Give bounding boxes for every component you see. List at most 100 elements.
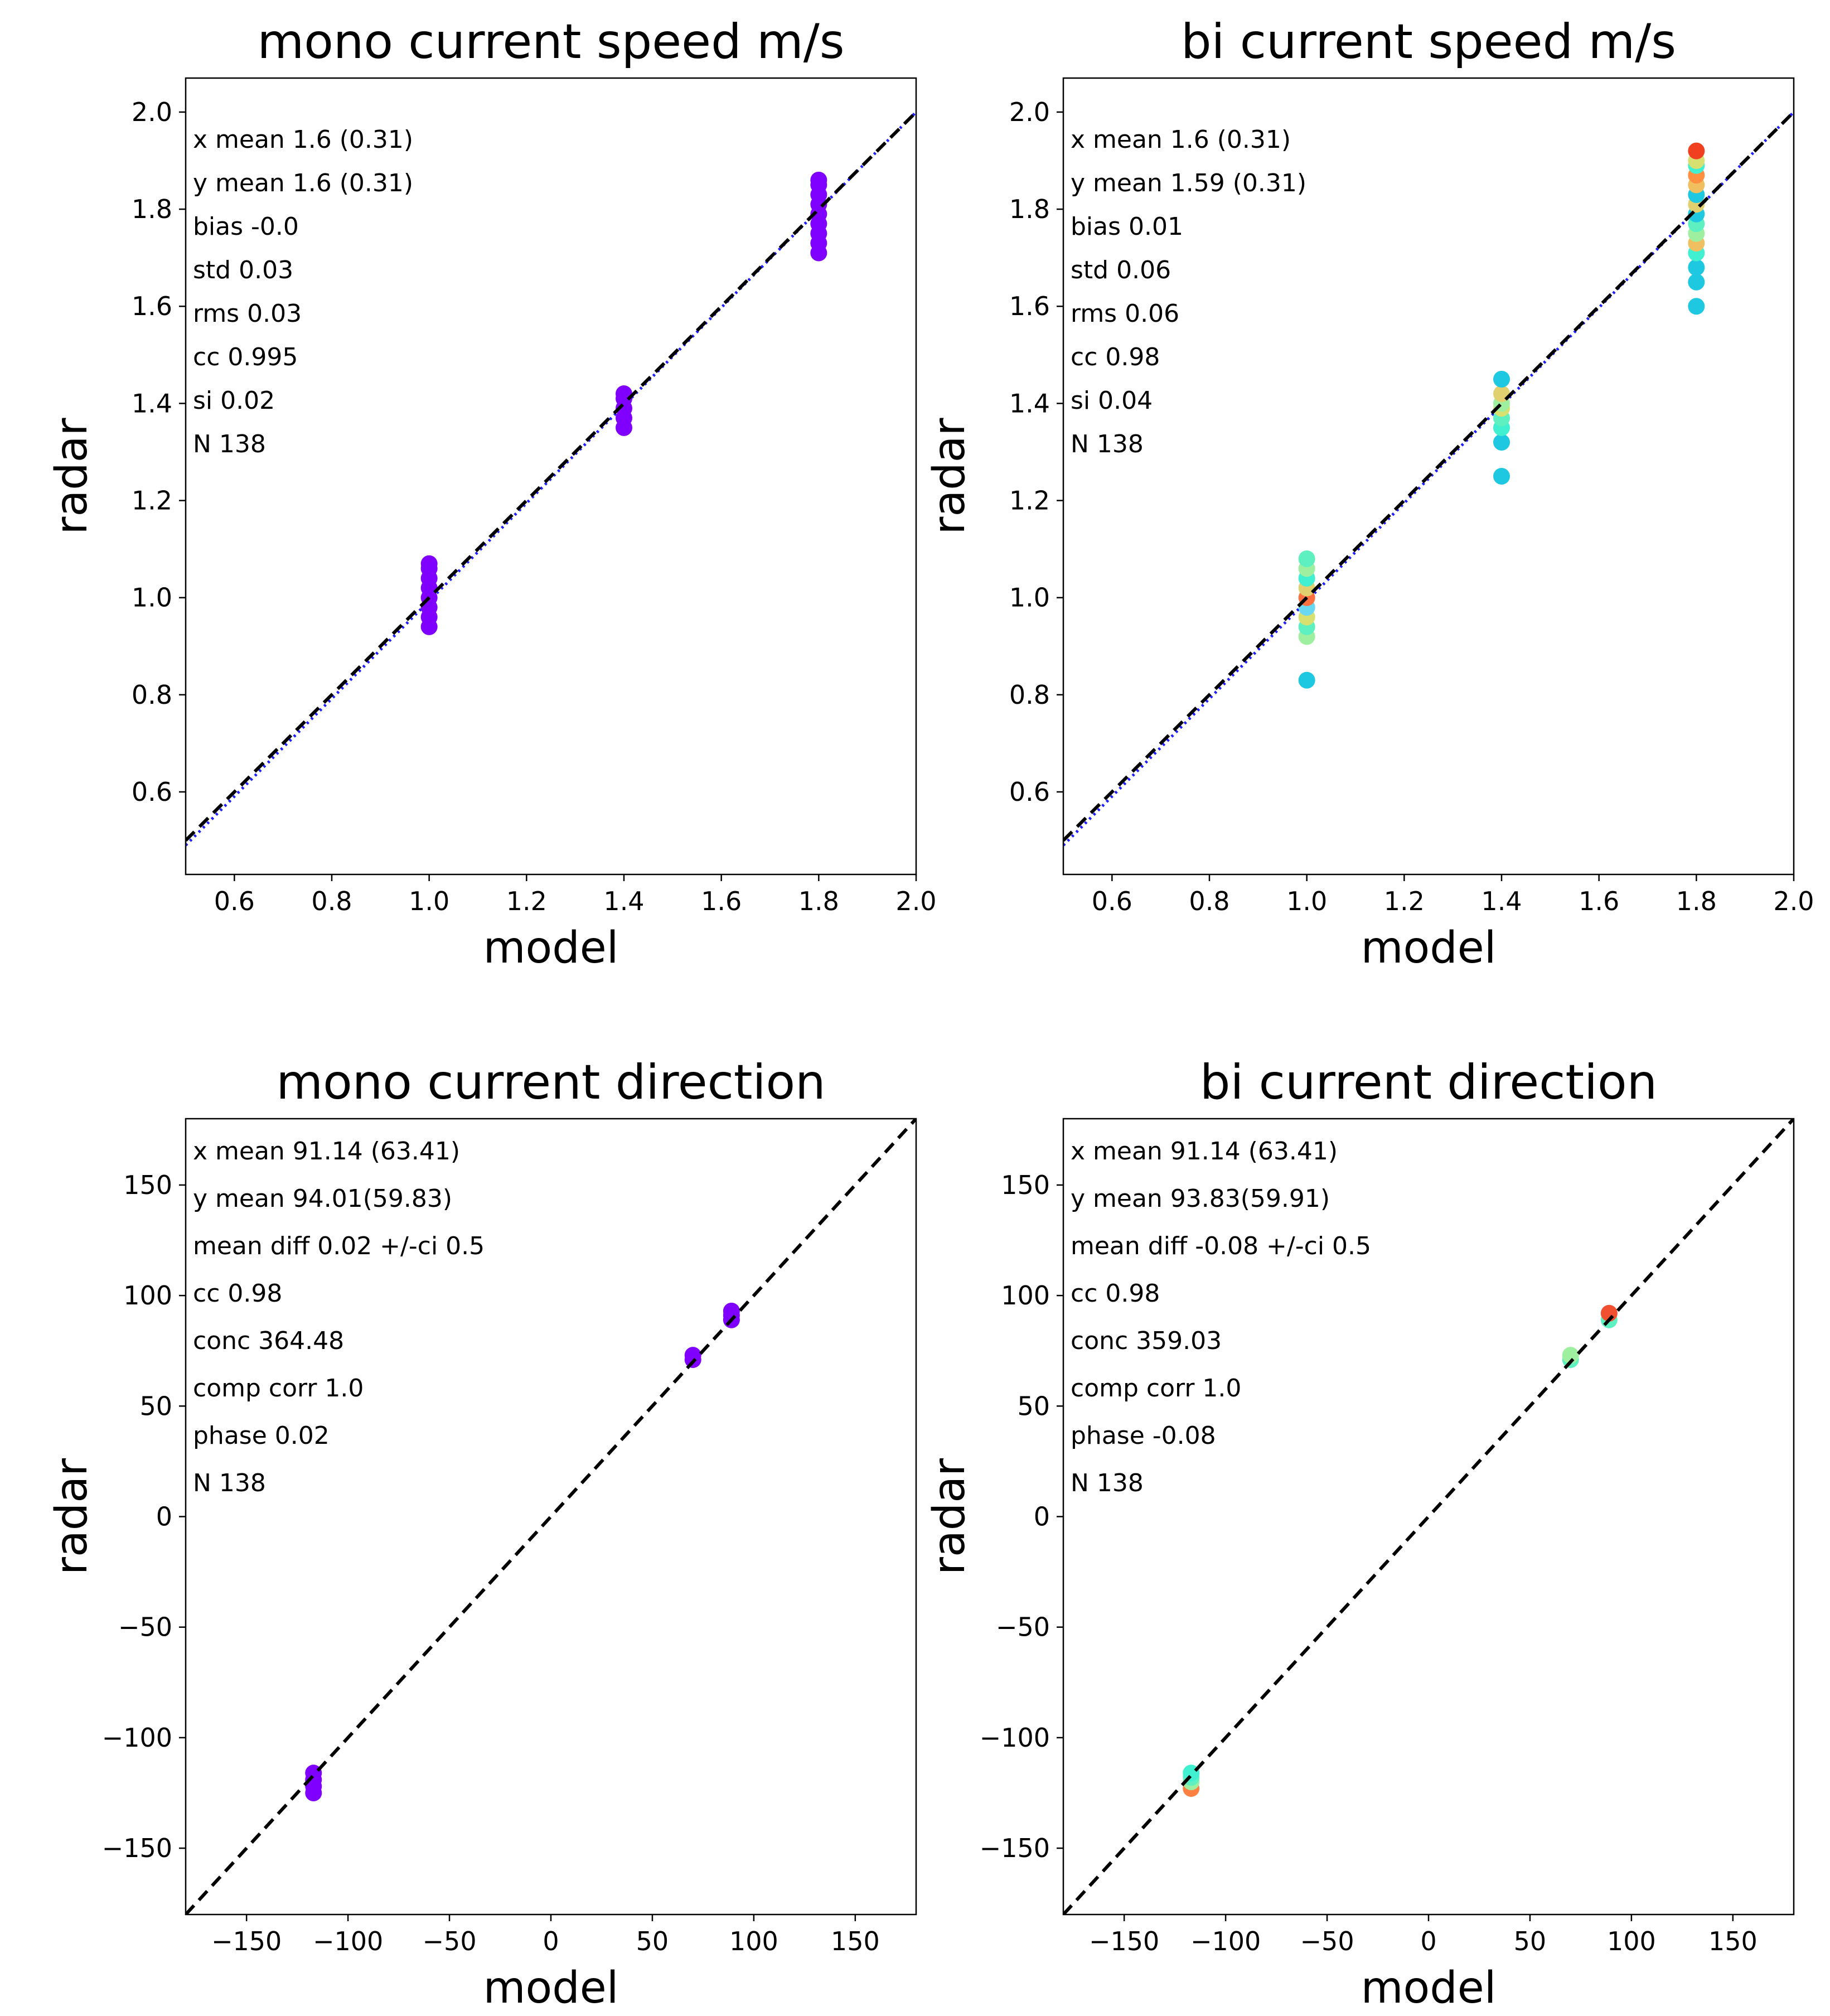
- data-point: [1298, 671, 1315, 689]
- stat-line: std 0.06: [1071, 256, 1171, 284]
- stat-line: x mean 1.6 (0.31): [193, 125, 413, 154]
- axes-frame: [185, 77, 917, 876]
- fit-line: [1063, 111, 1794, 847]
- plot-area: [186, 1119, 916, 1915]
- chart-title: bi current speed m/s: [1181, 14, 1676, 70]
- x-tick-label: 0.8: [311, 886, 352, 916]
- y-tick-label: 1.8: [1009, 194, 1050, 224]
- data-point: [1688, 273, 1705, 291]
- y-tick-label: −100: [102, 1723, 172, 1753]
- data-point: [1688, 298, 1705, 315]
- x-tick-label: 50: [1514, 1926, 1547, 1956]
- x-axis-label: model: [1361, 1963, 1497, 2013]
- stat-line: x mean 1.6 (0.31): [1071, 125, 1291, 154]
- y-tick-label: 1.6: [132, 291, 172, 321]
- y-tick-label: −50: [996, 1612, 1050, 1642]
- stat-line: y mean 93.83(59.91): [1071, 1185, 1330, 1213]
- stats-annotation: x mean 91.14 (63.41) y mean 94.01(59.83) m…: [193, 1137, 485, 1497]
- y-tick-label: −100: [980, 1723, 1050, 1753]
- axes-frame: [1062, 1118, 1795, 1916]
- one-to-one-line: [1063, 110, 1794, 842]
- stat-line: mean diff 0.02 +/-ci 0.5: [193, 1232, 485, 1260]
- stat-line: cc 0.98: [193, 1279, 282, 1308]
- y-tick-label: 1.2: [1009, 486, 1050, 516]
- x-tick-label: 150: [831, 1926, 880, 1956]
- y-tick-label: 50: [1017, 1391, 1050, 1421]
- data-point: [420, 555, 438, 572]
- stat-line: N 138: [1071, 1469, 1144, 1497]
- data-point: [1688, 259, 1705, 276]
- x-tick-label: 1.2: [1384, 886, 1425, 916]
- plot-area: [1063, 1119, 1794, 1915]
- chart-panel-1: mono current speed m/s model radar 0.6 0.8 1.…: [47, 14, 937, 973]
- x-tick-label: 0: [1420, 1926, 1436, 1956]
- stat-line: phase -0.08: [1071, 1422, 1216, 1450]
- x-tick-label: 1.8: [1676, 886, 1717, 916]
- stat-line: bias 0.01: [1071, 212, 1183, 241]
- x-tick-label: 1.4: [1481, 886, 1522, 916]
- y-tick-label: 1.4: [1009, 388, 1050, 418]
- one-to-one-line: [1063, 1119, 1794, 1915]
- x-tick-label: 1.6: [701, 886, 742, 916]
- y-axis-label: radar: [47, 417, 97, 534]
- y-tick-label: 2.0: [1009, 97, 1050, 127]
- y-tick-label: 1.6: [1009, 291, 1050, 321]
- stat-line: N 138: [193, 1469, 266, 1497]
- y-tick-label: 0: [156, 1502, 172, 1532]
- y-tick-label: 50: [139, 1391, 172, 1421]
- stat-line: cc 0.98: [1071, 343, 1160, 371]
- y-tick-label: −150: [102, 1833, 172, 1863]
- y-tick-label: 1.4: [132, 388, 172, 418]
- one-to-one-line: [186, 1119, 916, 1915]
- stat-line: N 138: [193, 430, 266, 458]
- y-axis-label: radar: [924, 417, 975, 534]
- y-tick-label: 150: [1001, 1170, 1050, 1200]
- y-tick-label: 100: [123, 1280, 172, 1311]
- y-axis-label: radar: [924, 1458, 975, 1575]
- x-tick-label: 0.8: [1189, 886, 1229, 916]
- chart-panel-4: bi current direction model radar −150 −100 −5…: [924, 1055, 1795, 2013]
- data-point: [1493, 468, 1510, 485]
- x-tick-label: 0: [543, 1926, 559, 1956]
- stats-annotation: x mean 91.14 (63.41) y mean 93.83(59.91) m…: [1071, 1137, 1371, 1497]
- stat-line: x mean 91.14 (63.41): [1071, 1137, 1338, 1166]
- x-tick-label: 100: [729, 1926, 778, 1956]
- x-tick-label: 1.0: [1286, 886, 1327, 916]
- x-tick-label: −150: [211, 1926, 282, 1956]
- data-point: [1562, 1347, 1579, 1364]
- stat-line: comp corr 1.0: [193, 1374, 364, 1403]
- data-point: [723, 1302, 740, 1319]
- stat-line: rms 0.06: [1071, 299, 1179, 328]
- x-axis-label: model: [1361, 923, 1497, 973]
- y-tick-label: 0.6: [132, 777, 172, 807]
- x-tick-label: 2.0: [1773, 886, 1814, 916]
- x-tick-label: −100: [1190, 1926, 1261, 1956]
- stat-line: y mean 1.59 (0.31): [1071, 169, 1306, 197]
- chart-title: bi current direction: [1200, 1055, 1657, 1110]
- y-tick-label: 0.8: [132, 680, 172, 710]
- x-tick-label: −50: [423, 1926, 477, 1956]
- chart-panel-2: bi current speed m/s model radar 0.6 0.8 1.0 1…: [924, 14, 1814, 973]
- one-to-one-line: [186, 110, 916, 842]
- data-point: [684, 1347, 701, 1364]
- x-tick-label: 1.6: [1579, 886, 1619, 916]
- stat-line: N 138: [1071, 430, 1144, 458]
- y-axis-label: radar: [47, 1458, 97, 1575]
- stat-line: si 0.04: [1071, 386, 1153, 415]
- stat-line: phase 0.02: [193, 1422, 330, 1450]
- x-tick-label: 1.8: [798, 886, 839, 916]
- stats-annotation: x mean 1.6 (0.31) y mean 1.59 (0.31) bias …: [1071, 125, 1306, 458]
- axes-frame: [1062, 77, 1795, 876]
- stat-line: comp corr 1.0: [1071, 1374, 1241, 1403]
- plot-area: [1063, 110, 1794, 847]
- x-tick-label: 150: [1708, 1926, 1758, 1956]
- fit-line: [186, 111, 916, 847]
- data-point: [1298, 550, 1315, 568]
- x-tick-label: −100: [313, 1926, 383, 1956]
- x-tick-label: 0.6: [1092, 886, 1132, 916]
- stat-line: si 0.02: [193, 386, 275, 415]
- stat-line: y mean 94.01(59.83): [193, 1185, 452, 1213]
- x-tick-label: 1.2: [506, 886, 547, 916]
- x-tick-label: −150: [1089, 1926, 1159, 1956]
